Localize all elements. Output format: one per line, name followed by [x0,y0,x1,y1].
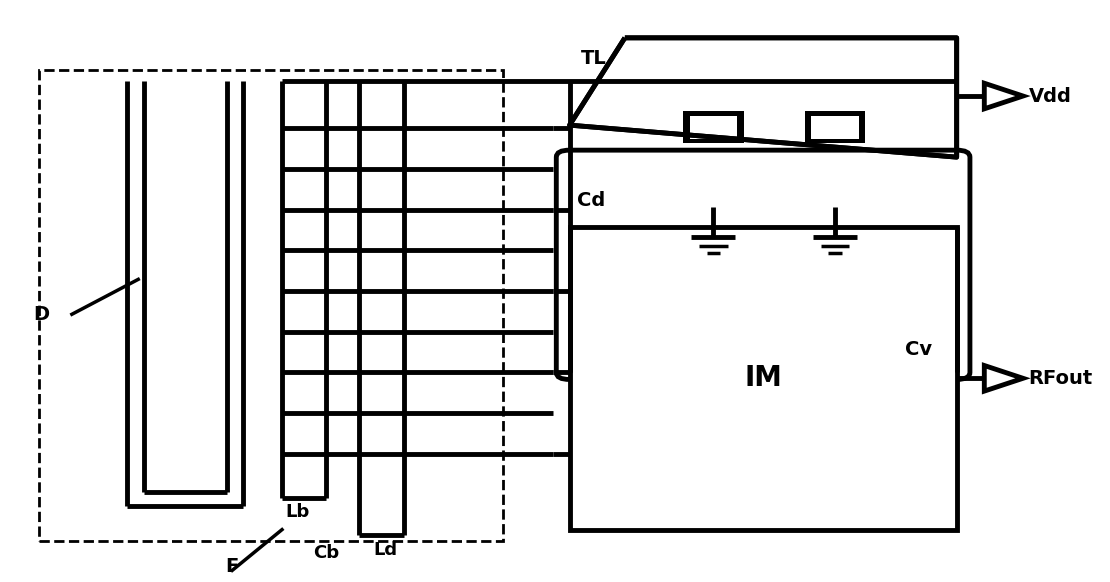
Text: Ld: Ld [374,541,398,559]
Bar [689,116,737,139]
Text: TL: TL [581,49,606,69]
Bar [683,111,744,143]
Text: D: D [33,305,49,324]
Bar [684,169,743,203]
Text: RFout: RFout [1029,369,1093,388]
Text: Vdd: Vdd [1029,87,1071,105]
Text: Cb: Cb [313,544,340,562]
Bar [677,163,749,207]
Bar [811,116,859,139]
Text: Lb: Lb [285,503,310,521]
Polygon shape [569,38,957,157]
Text: IM: IM [744,364,783,392]
FancyBboxPatch shape [556,150,970,379]
Text: F: F [225,557,239,576]
Bar [39,70,503,541]
Bar [569,227,957,530]
Text: Cv: Cv [905,340,931,359]
Bar [806,169,865,203]
Bar [799,163,871,207]
Text: Cd: Cd [577,191,606,210]
Bar [805,111,866,143]
